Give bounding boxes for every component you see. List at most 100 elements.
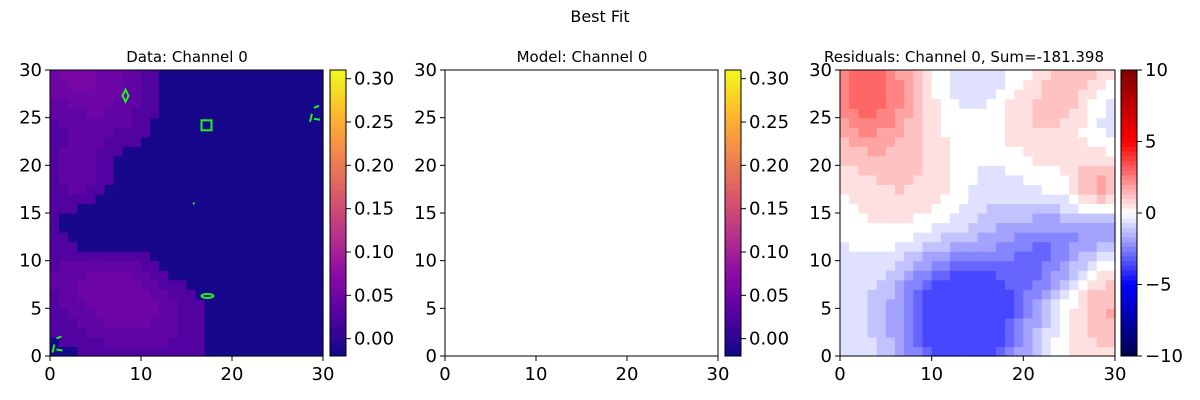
residuals-cell <box>1096 193 1107 205</box>
residuals-cell <box>1050 89 1061 100</box>
data-cell <box>59 279 69 290</box>
residuals-cell <box>885 165 896 176</box>
residuals-cell <box>1041 298 1052 309</box>
residuals-colorbar-segment <box>1121 174 1137 181</box>
model-colorbar-segment <box>725 127 741 133</box>
data-cell <box>213 336 224 348</box>
data-cell <box>150 260 160 271</box>
data-cell <box>313 193 324 205</box>
data-cell <box>186 193 197 205</box>
residuals-cell <box>1032 232 1043 243</box>
residuals-cell <box>940 117 951 128</box>
model-colorbar-segment <box>725 298 741 305</box>
data-cell <box>150 232 160 243</box>
residuals-cell <box>1023 279 1034 290</box>
residuals-cell <box>913 222 924 233</box>
residuals-cell <box>1105 108 1116 119</box>
data-cell <box>50 232 60 243</box>
residuals-cell <box>904 136 914 147</box>
residuals-cell <box>840 146 850 157</box>
residuals-cell <box>968 279 979 290</box>
data-cell <box>232 270 242 281</box>
residuals-colorbar-segment <box>1121 336 1137 343</box>
residuals-heatmap <box>840 70 1116 357</box>
residuals-cell <box>895 193 905 205</box>
data-cell <box>304 317 315 328</box>
x-tick-label: 20 <box>221 364 244 385</box>
residuals-cell <box>1005 136 1015 147</box>
data-colorbar-segment <box>330 289 346 295</box>
data-cell <box>141 203 151 214</box>
residuals-cell <box>895 184 905 195</box>
residuals-cell <box>1069 117 1079 128</box>
residuals-cell <box>858 232 869 243</box>
y-tick-label: 0 <box>31 346 42 367</box>
residuals-cell <box>950 79 960 90</box>
data-cell <box>232 127 242 138</box>
data-cell <box>295 289 306 300</box>
data-cell <box>295 213 306 224</box>
y-tick-label: 30 <box>809 60 832 81</box>
data-cell <box>268 222 279 233</box>
data-cell <box>232 136 242 147</box>
residuals-cell <box>1023 251 1034 262</box>
data-cell <box>86 89 97 100</box>
residuals-cell <box>895 165 905 176</box>
residuals-cell <box>959 270 969 281</box>
residuals-cell <box>1023 127 1034 138</box>
data-cell <box>131 136 142 147</box>
data-cell <box>304 289 315 300</box>
data-colorbar-segment <box>330 184 346 190</box>
residuals-cell <box>959 174 969 185</box>
data-cell <box>195 174 206 185</box>
residuals-cell <box>858 222 869 233</box>
residuals-cell <box>968 251 979 262</box>
data-cell <box>141 289 151 300</box>
data-cell <box>313 308 324 319</box>
data-colorbar-label: 0.20 <box>354 155 394 176</box>
data-cell <box>286 165 297 176</box>
data-colorbar-frame <box>329 69 347 357</box>
data-cell <box>59 346 69 357</box>
residuals-cell <box>867 184 878 195</box>
residuals-cell <box>840 279 850 290</box>
residuals-cell <box>1014 108 1024 119</box>
data-cell <box>113 260 124 271</box>
data-cell <box>113 89 124 100</box>
residuals-cell <box>1078 241 1089 252</box>
residuals-cell <box>849 193 859 205</box>
data-cell <box>195 155 206 166</box>
residuals-cell <box>1041 89 1052 100</box>
data-cell <box>104 270 115 281</box>
residuals-cell <box>1105 308 1116 319</box>
data-cell <box>286 222 297 233</box>
data-cell <box>195 127 206 138</box>
data-cell <box>68 336 78 348</box>
residuals-cell <box>885 308 896 319</box>
residuals-cell <box>1023 117 1034 128</box>
data-cell <box>286 98 297 109</box>
residuals-cell <box>1105 193 1116 205</box>
data-colorbar-label: 0.10 <box>354 242 394 263</box>
data-colorbar-label: 0.15 <box>354 199 394 220</box>
data-cell <box>122 327 133 338</box>
residuals-cell <box>977 222 988 233</box>
x-tick-label: 20 <box>616 364 639 385</box>
data-cell <box>186 174 197 185</box>
data-cell <box>141 174 151 185</box>
data-cell <box>313 98 324 109</box>
residuals-cell <box>1014 79 1024 90</box>
residuals-cell <box>959 346 969 357</box>
residuals-cell <box>1014 193 1024 205</box>
residuals-cell <box>995 336 1006 348</box>
residuals-cell <box>885 289 896 300</box>
residuals-colorbar-segment <box>1121 193 1137 200</box>
residuals-cell <box>959 213 969 224</box>
data-cell <box>68 98 78 109</box>
data-cell <box>222 89 233 100</box>
residuals-cell <box>950 327 960 338</box>
data-cell <box>186 165 197 176</box>
residuals-cell <box>1105 327 1116 338</box>
y-tick-label: 20 <box>809 155 832 176</box>
